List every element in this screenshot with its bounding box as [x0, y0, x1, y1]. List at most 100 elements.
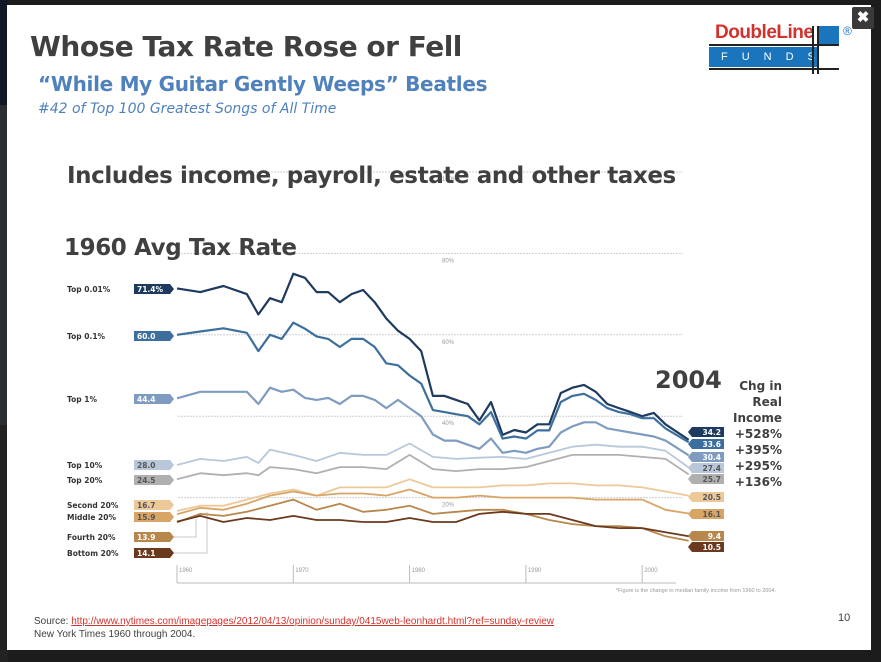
- start-value-label: 60.0: [137, 332, 156, 341]
- end-value-tag: [688, 474, 724, 484]
- registered-mark: ®: [843, 24, 852, 38]
- y-tick-label: 80%: [442, 258, 455, 264]
- logo-rule: [709, 44, 839, 46]
- end-value-tag: [688, 439, 724, 449]
- chg-header-line: Chg in: [739, 379, 782, 393]
- start-value-label: 13.9: [137, 533, 156, 542]
- end-value-label: 27.4: [702, 464, 721, 473]
- start-value-tag: [134, 284, 174, 294]
- page-number: 10: [838, 612, 851, 624]
- chart-footnote: *Figure is the change in median family i…: [616, 588, 777, 594]
- connector-line: [172, 519, 197, 538]
- end-value-label: 30.4: [702, 453, 721, 462]
- group-label: Second 20%: [67, 501, 119, 510]
- end-value-label: 34.2: [702, 428, 721, 437]
- series-line: [176, 488, 689, 516]
- logo-text: DoubleLine: [715, 22, 814, 43]
- logo-square: [817, 26, 839, 46]
- end-value-tag: [688, 427, 724, 437]
- end-value-tag: [688, 492, 724, 502]
- end-value-tag: [688, 531, 724, 541]
- end-value-label: 10.5: [702, 543, 721, 552]
- series-line: [176, 386, 690, 457]
- background-app-strip: [0, 0, 8, 105]
- start-value-label: 28.0: [137, 461, 156, 470]
- start-value-label: 71.4%: [137, 285, 164, 294]
- y-tick-label: 60%: [442, 340, 455, 346]
- series-line: [176, 510, 689, 538]
- slide-subtitle: “While My Guitar Gently Weeps” Beatles: [38, 72, 488, 96]
- group-label: Top 10%: [67, 461, 103, 470]
- group-label: Top 0.1%: [67, 332, 106, 341]
- end-value-label: 25.7: [702, 475, 721, 484]
- group-label: Fourth 20%: [67, 533, 116, 542]
- series-line: [176, 453, 690, 481]
- logo-rule: [812, 26, 814, 74]
- start-value-label: 14.1: [137, 549, 156, 558]
- chg-header-line: Real: [752, 395, 782, 409]
- logo-rule: [817, 26, 819, 74]
- background-app-strip: [0, 105, 8, 425]
- end-value-label: 20.5: [702, 493, 721, 502]
- start-value-label: 16.7: [137, 501, 156, 510]
- series-line: [176, 321, 690, 444]
- chg-value: +528%: [734, 427, 782, 441]
- group-label: Top 0.01%: [67, 285, 111, 294]
- start-value-label: 44.4: [137, 395, 156, 404]
- start-value-label: 15.9: [137, 513, 156, 522]
- slide-title: Whose Tax Rate Rose or Fell: [30, 30, 462, 63]
- end-value-tag: [688, 542, 724, 552]
- start-value-tag: [134, 460, 174, 470]
- x-tick-label: 1990: [528, 568, 542, 574]
- source-line: Source: http://www.nytimes.com/imagepage…: [34, 616, 554, 627]
- chg-header-line: Income: [732, 411, 782, 425]
- start-value-label: 24.5: [137, 476, 156, 485]
- x-tick-label: 1970: [295, 568, 309, 574]
- right-heading: 2004: [655, 366, 722, 394]
- series-line: [176, 478, 689, 512]
- logo-rule: [709, 68, 839, 70]
- source-prefix: Source:: [34, 616, 72, 627]
- income-change-column: Chg in Real Income +528% +395% +295% +13…: [732, 378, 782, 490]
- start-value-tag: [134, 475, 174, 485]
- end-value-label: 16.1: [702, 510, 721, 519]
- start-value-tag: [134, 532, 174, 542]
- end-value-label: 9.4: [708, 532, 721, 541]
- group-label: Bottom 20%: [67, 549, 119, 558]
- source-note: New York Times 1960 through 2004.: [34, 629, 196, 640]
- x-tick-label: 1980: [412, 568, 426, 574]
- slide-subsubtitle: #42 of Top 100 Greatest Songs of All Tim…: [38, 101, 337, 117]
- start-value-tag: [134, 512, 174, 522]
- group-label: Top 20%: [67, 476, 103, 485]
- chg-value: +395%: [734, 443, 782, 457]
- y-tick-label: 40%: [442, 421, 455, 427]
- y-tick-label: 20%: [442, 503, 455, 509]
- source-link[interactable]: http://www.nytimes.com/imagepages/2012/0…: [71, 616, 555, 627]
- group-label: Middle 20%: [67, 513, 116, 522]
- start-value-tag: [134, 394, 174, 404]
- start-value-tag: [134, 500, 174, 510]
- start-value-tag: [134, 548, 174, 558]
- left-heading: 1960 Avg Tax Rate: [64, 235, 297, 261]
- end-value-tag: [688, 463, 724, 473]
- series-line: [176, 272, 690, 441]
- chg-value: +295%: [734, 459, 782, 473]
- connector-line: [172, 512, 208, 554]
- group-label: Top 1%: [67, 395, 97, 404]
- background-app-strip: [0, 425, 8, 662]
- chg-value: +136%: [734, 475, 782, 489]
- series-line: [176, 442, 690, 469]
- series-line: [176, 498, 689, 542]
- y-tick-label: 100%: [442, 177, 458, 183]
- close-button[interactable]: ✖: [852, 7, 874, 29]
- start-value-tag: [134, 331, 174, 341]
- end-value-tag: [688, 452, 724, 462]
- logo-funds: FUNDS: [709, 47, 817, 67]
- chart-heading: Includes income, payroll, estate and oth…: [67, 163, 676, 189]
- slide-lightbox: [7, 5, 871, 650]
- end-value-label: 33.6: [702, 440, 721, 449]
- doubleline-logo: DoubleLine FUNDS ®: [709, 20, 852, 74]
- x-tick-label: 2000: [644, 568, 658, 574]
- end-value-tag: [688, 509, 724, 519]
